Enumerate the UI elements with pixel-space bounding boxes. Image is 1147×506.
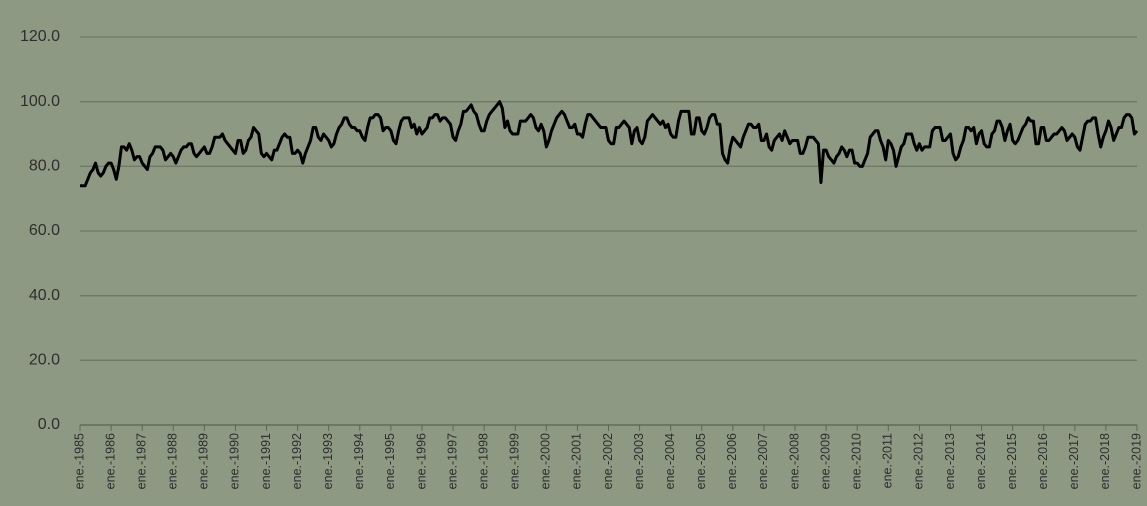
x-tick-label: ene.-2004 <box>663 433 677 489</box>
x-tick-label: ene.-2006 <box>725 433 739 489</box>
x-tick-label: ene.-2010 <box>850 433 864 489</box>
x-tick-label: ene.-2007 <box>756 433 770 489</box>
x-tick-label: ene.-1994 <box>352 433 366 489</box>
x-tick-label: ene.-2003 <box>632 433 646 489</box>
x-tick-label: ene.-1995 <box>383 433 397 489</box>
x-tick-label: ene.-2005 <box>694 433 708 489</box>
x-tick-label: ene.-2019 <box>1129 433 1143 489</box>
x-tick-label: ene.-1996 <box>414 433 428 489</box>
y-tick-label: 60.0 <box>29 222 60 239</box>
y-tick-label: 100.0 <box>20 93 60 110</box>
y-tick-label: 0.0 <box>38 416 60 433</box>
x-tick-label: ene.-2017 <box>1067 433 1081 489</box>
x-tick-label: ene.-1985 <box>72 433 86 489</box>
x-tick-label: ene.-1989 <box>197 433 211 489</box>
x-tick-label: ene.-1992 <box>290 433 304 489</box>
x-tick-label: ene.-2014 <box>974 433 988 489</box>
x-tick-label: ene.-1993 <box>321 433 335 489</box>
y-tick-label: 80.0 <box>29 158 60 175</box>
x-tick-label: ene.-1997 <box>445 433 459 489</box>
x-tick-label: ene.-1987 <box>134 433 148 489</box>
x-tick-label: ene.-2016 <box>1036 433 1050 489</box>
x-tick-label: ene.-1990 <box>228 433 242 489</box>
x-tick-label: ene.-2008 <box>787 433 801 489</box>
x-tick-label: ene.-2011 <box>881 433 895 488</box>
x-tick-label: ene.-2018 <box>1098 433 1112 489</box>
x-tick-label: ene.-1998 <box>476 433 490 489</box>
x-tick-label: ene.-2001 <box>570 433 584 489</box>
x-tick-label: ene.-1991 <box>259 433 273 489</box>
x-tick-label: ene.-1988 <box>166 433 180 489</box>
y-tick-label: 20.0 <box>29 352 60 369</box>
data-line <box>80 100 1139 188</box>
x-tick-label: ene.-2013 <box>943 433 957 489</box>
y-tick-label: 120.0 <box>20 28 60 45</box>
x-tick-label: ene.-2012 <box>912 433 926 489</box>
x-tick-label: ene.-1986 <box>103 433 117 489</box>
x-tick-label: ene.-1999 <box>508 433 522 489</box>
y-tick-label: 40.0 <box>29 287 60 304</box>
x-tick-label: ene.-2015 <box>1005 433 1019 489</box>
x-tick-label: ene.-2002 <box>601 433 615 489</box>
x-tick-label: ene.-2009 <box>818 433 832 489</box>
x-tick-label: ene.-2000 <box>539 433 553 489</box>
